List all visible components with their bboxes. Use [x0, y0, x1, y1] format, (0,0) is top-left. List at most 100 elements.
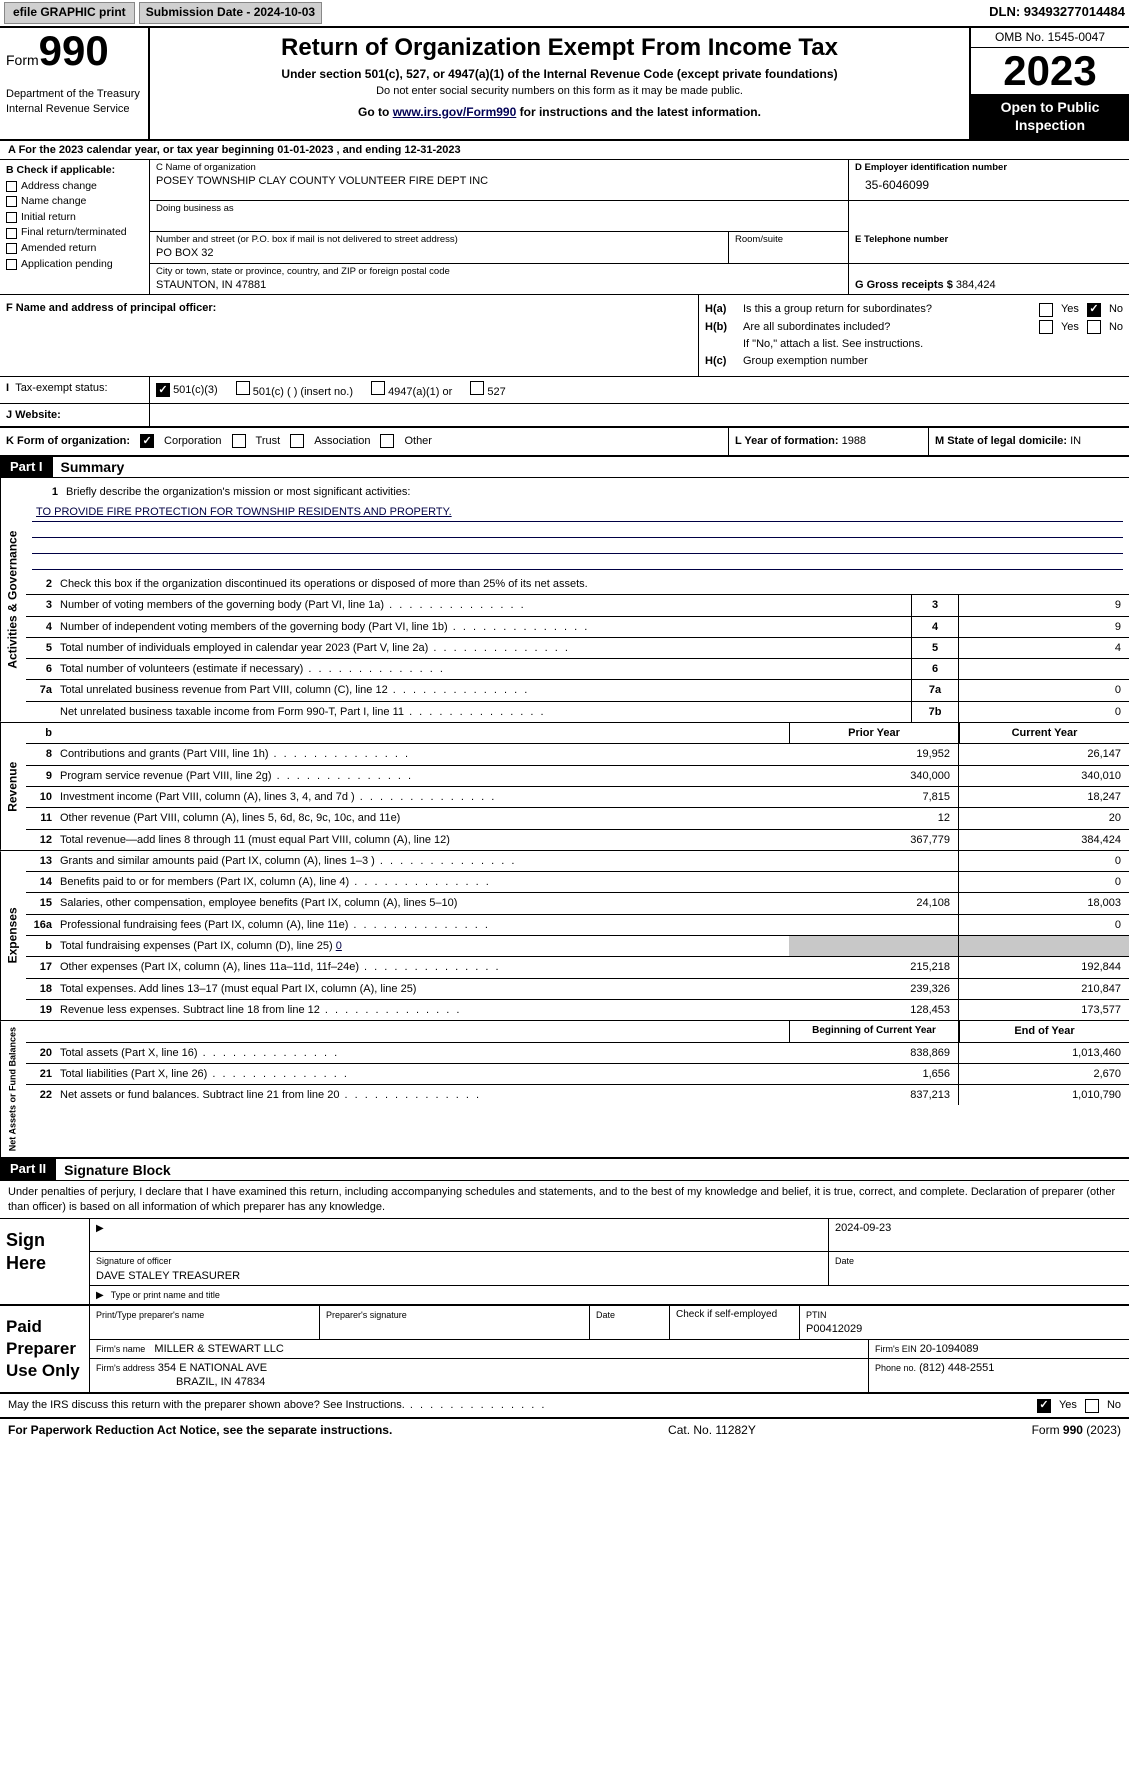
efile-button[interactable]: efile GRAPHIC print: [4, 2, 135, 24]
b-item-0: Address change: [21, 180, 97, 194]
line7a: Total unrelated business revenue from Pa…: [56, 680, 911, 700]
irs-link[interactable]: www.irs.gov/Form990: [393, 105, 517, 119]
yes-lbl-2: Yes: [1061, 320, 1079, 334]
chk-amended[interactable]: [6, 243, 17, 254]
c20: 1,013,460: [959, 1043, 1129, 1063]
e-lbl: E Telephone number: [855, 234, 1123, 246]
chk-other[interactable]: [380, 434, 394, 448]
ha-yes[interactable]: [1039, 303, 1053, 317]
sig-date-val: 2024-09-23: [835, 1221, 1123, 1235]
chk-527[interactable]: [470, 381, 484, 395]
hb-no[interactable]: [1087, 320, 1101, 334]
line5: Total number of individuals employed in …: [56, 638, 911, 658]
c15: 18,003: [959, 893, 1129, 913]
period-row: A For the 2023 calendar year, or tax yea…: [0, 141, 1129, 160]
chk-assoc[interactable]: [290, 434, 304, 448]
c10: 18,247: [959, 787, 1129, 807]
line4: Number of independent voting members of …: [56, 617, 911, 637]
chk-501c3[interactable]: ✓: [156, 383, 170, 397]
p16a: [789, 915, 959, 935]
chk-app-pending[interactable]: [6, 259, 17, 270]
opt-501c: 501(c) ( ) (insert no.): [253, 386, 353, 398]
chk-address-change[interactable]: [6, 181, 17, 192]
part-2-title: Signature Block: [64, 1161, 171, 1179]
l18: Total expenses. Add lines 13–17 (must eq…: [56, 979, 789, 999]
paid-prep-lbl: Paid Preparer Use Only: [0, 1306, 90, 1392]
omb-number: OMB No. 1545-0047: [971, 28, 1129, 49]
sign-here-lbl: Sign Here: [0, 1219, 90, 1304]
form-header: Form 990 Department of the Treasury Inte…: [0, 28, 1129, 141]
k-lbl: K Form of organization:: [6, 434, 130, 448]
v4: 9: [959, 617, 1129, 637]
g-lbl: G Gross receipts $: [855, 279, 953, 291]
chk-initial-return[interactable]: [6, 212, 17, 223]
c17: 192,844: [959, 957, 1129, 977]
org-name: POSEY TOWNSHIP CLAY COUNTY VOLUNTEER FIR…: [156, 175, 488, 187]
chk-final-return[interactable]: [6, 228, 17, 239]
discuss-yes-lbl: Yes: [1059, 1398, 1077, 1412]
current-year-hdr: Current Year: [959, 723, 1129, 743]
chk-corp[interactable]: ✓: [140, 434, 154, 448]
discuss-no-lbl: No: [1107, 1398, 1121, 1412]
line6: Total number of volunteers (estimate if …: [56, 659, 911, 679]
chk-trust[interactable]: [232, 434, 246, 448]
date-lbl: Date: [835, 1256, 854, 1266]
gross-receipts: 384,424: [956, 279, 996, 291]
row-f-h: F Name and address of principal officer:…: [0, 295, 1129, 376]
vert-revenue: Revenue: [0, 723, 26, 850]
city-lbl: City or town, state or province, country…: [156, 266, 842, 278]
l21: Total liabilities (Part X, line 26): [56, 1064, 789, 1084]
part-2-header: Part II Signature Block: [0, 1159, 1129, 1181]
k-assoc: Association: [314, 434, 370, 448]
firm-addr-lbl: Firm's address: [96, 1363, 155, 1373]
vert-net-assets: Net Assets or Fund Balances: [0, 1021, 26, 1157]
form-title: Return of Organization Exempt From Incom…: [156, 32, 963, 63]
v5: 4: [959, 638, 1129, 658]
c21: 2,670: [959, 1064, 1129, 1084]
b-item-2: Initial return: [21, 211, 76, 225]
l16b: Total fundraising expenses (Part IX, col…: [56, 936, 789, 956]
firm-ein: 20-1094089: [920, 1343, 979, 1355]
no-lbl: No: [1109, 302, 1123, 316]
dba-lbl: Doing business as: [156, 203, 842, 215]
chk-501c[interactable]: [236, 381, 250, 395]
footer: For Paperwork Reduction Act Notice, see …: [0, 1419, 1129, 1443]
chk-name-change[interactable]: [6, 196, 17, 207]
form-footer: Form 990 (2023): [1032, 1423, 1121, 1439]
c-name-lbl: C Name of organization: [156, 162, 842, 174]
chk-4947[interactable]: [371, 381, 385, 395]
topbar: efile GRAPHIC print Submission Date - 20…: [0, 0, 1129, 28]
firm-name-lbl: Firm's name: [96, 1344, 145, 1354]
ha-no[interactable]: ✓: [1087, 303, 1101, 317]
p19: 128,453: [789, 1000, 959, 1020]
phone: (812) 448-2551: [919, 1362, 994, 1374]
no-lbl-2: No: [1109, 320, 1123, 334]
ptin: P00412029: [806, 1323, 862, 1335]
mission: TO PROVIDE FIRE PROTECTION FOR TOWNSHIP …: [32, 503, 1123, 522]
l9: Program service revenue (Part VIII, line…: [56, 766, 789, 786]
hc-tag: H(c): [705, 354, 743, 368]
part-1-title: Summary: [61, 458, 125, 476]
b-item-4: Amended return: [21, 242, 96, 256]
discuss-no[interactable]: [1085, 1399, 1099, 1413]
begin-year-hdr: Beginning of Current Year: [789, 1021, 959, 1041]
firm-addr1: 354 E NATIONAL AVE: [158, 1362, 267, 1374]
line1-lbl: Briefly describe the organization's miss…: [62, 482, 1123, 502]
v3: 9: [959, 595, 1129, 615]
p21: 1,656: [789, 1064, 959, 1084]
p13: [789, 851, 959, 871]
p9: 340,000: [789, 766, 959, 786]
c19: 173,577: [959, 1000, 1129, 1020]
l19: Revenue less expenses. Subtract line 18 …: [56, 1000, 789, 1020]
discuss-yes[interactable]: ✓: [1037, 1399, 1051, 1413]
k-corp: Corporation: [164, 434, 221, 448]
f-lbl: F Name and address of principal officer:: [6, 302, 216, 314]
hb-yes[interactable]: [1039, 320, 1053, 334]
row-i: I Tax-exempt status: ✓ 501(c)(3) 501(c) …: [0, 377, 1129, 404]
department: Department of the Treasury Internal Reve…: [6, 87, 142, 116]
l11: Other revenue (Part VIII, column (A), li…: [56, 808, 789, 828]
part-1-tag: Part I: [0, 457, 53, 478]
b-item-3: Final return/terminated: [21, 226, 127, 240]
sign-here-row: Sign Here 2024-09-23 Signature of office…: [0, 1219, 1129, 1306]
submission-date: Submission Date - 2024-10-03: [139, 2, 322, 24]
